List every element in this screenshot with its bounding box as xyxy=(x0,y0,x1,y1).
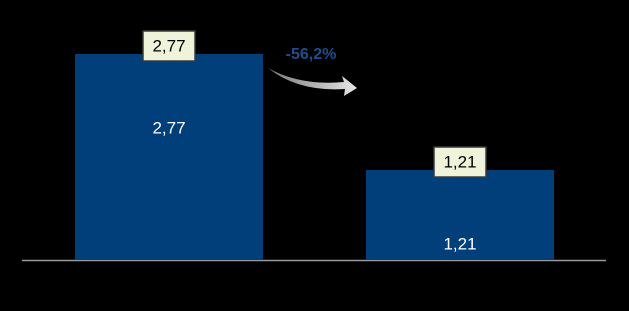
bar-inner-label: 1,21 xyxy=(443,234,476,253)
bar xyxy=(366,170,554,260)
value-label-box xyxy=(433,146,487,178)
bar xyxy=(75,54,263,260)
value-label-box xyxy=(142,30,196,62)
bar-inner-label: 2,77 xyxy=(152,118,185,137)
value-label: 1,21 xyxy=(443,152,476,171)
change-annotation: -56,2% xyxy=(286,46,337,63)
change-arrow xyxy=(268,68,357,96)
value-label: 2,77 xyxy=(152,36,185,55)
